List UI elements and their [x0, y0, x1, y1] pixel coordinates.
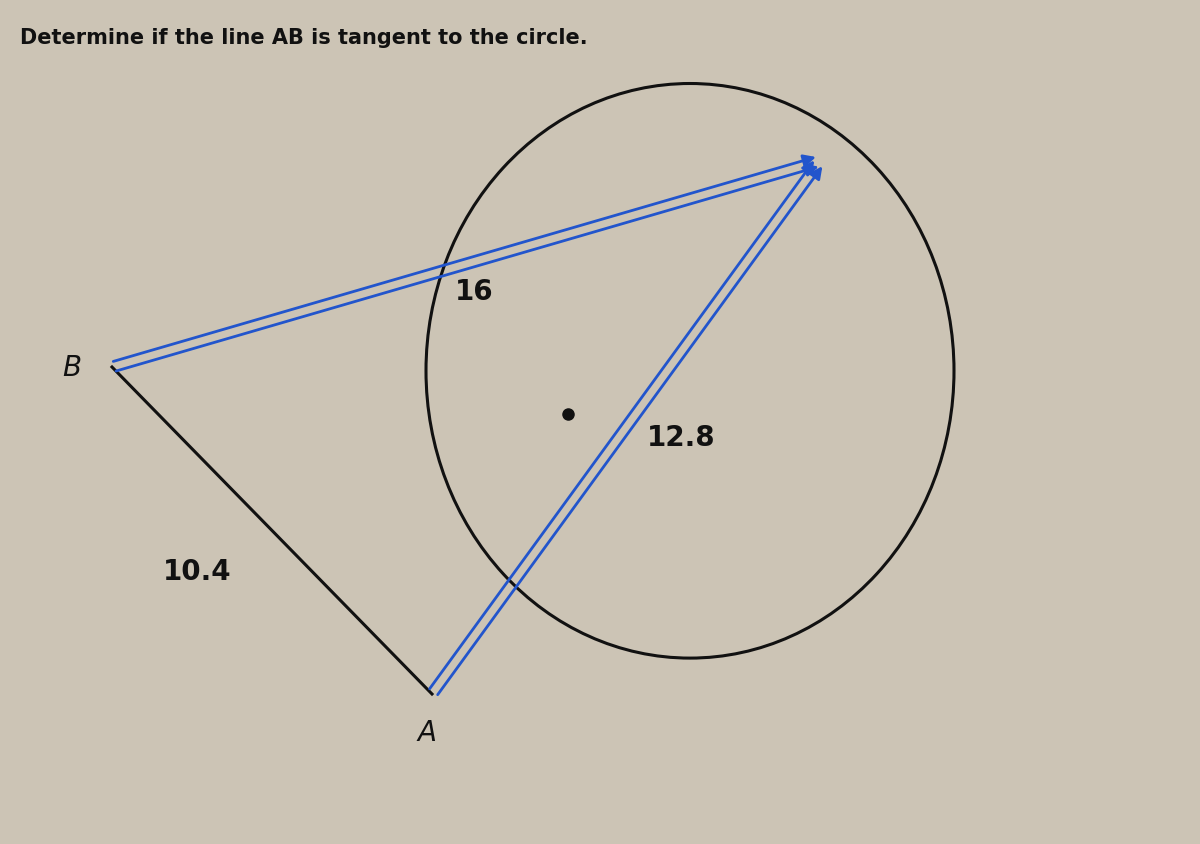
Text: 10.4: 10.4: [163, 557, 232, 585]
Text: B: B: [62, 354, 82, 381]
Text: 12.8: 12.8: [647, 424, 715, 452]
Text: A: A: [418, 718, 437, 746]
Text: Determine if the line AB is tangent to the circle.: Determine if the line AB is tangent to t…: [20, 28, 588, 48]
Text: 16: 16: [455, 278, 493, 306]
